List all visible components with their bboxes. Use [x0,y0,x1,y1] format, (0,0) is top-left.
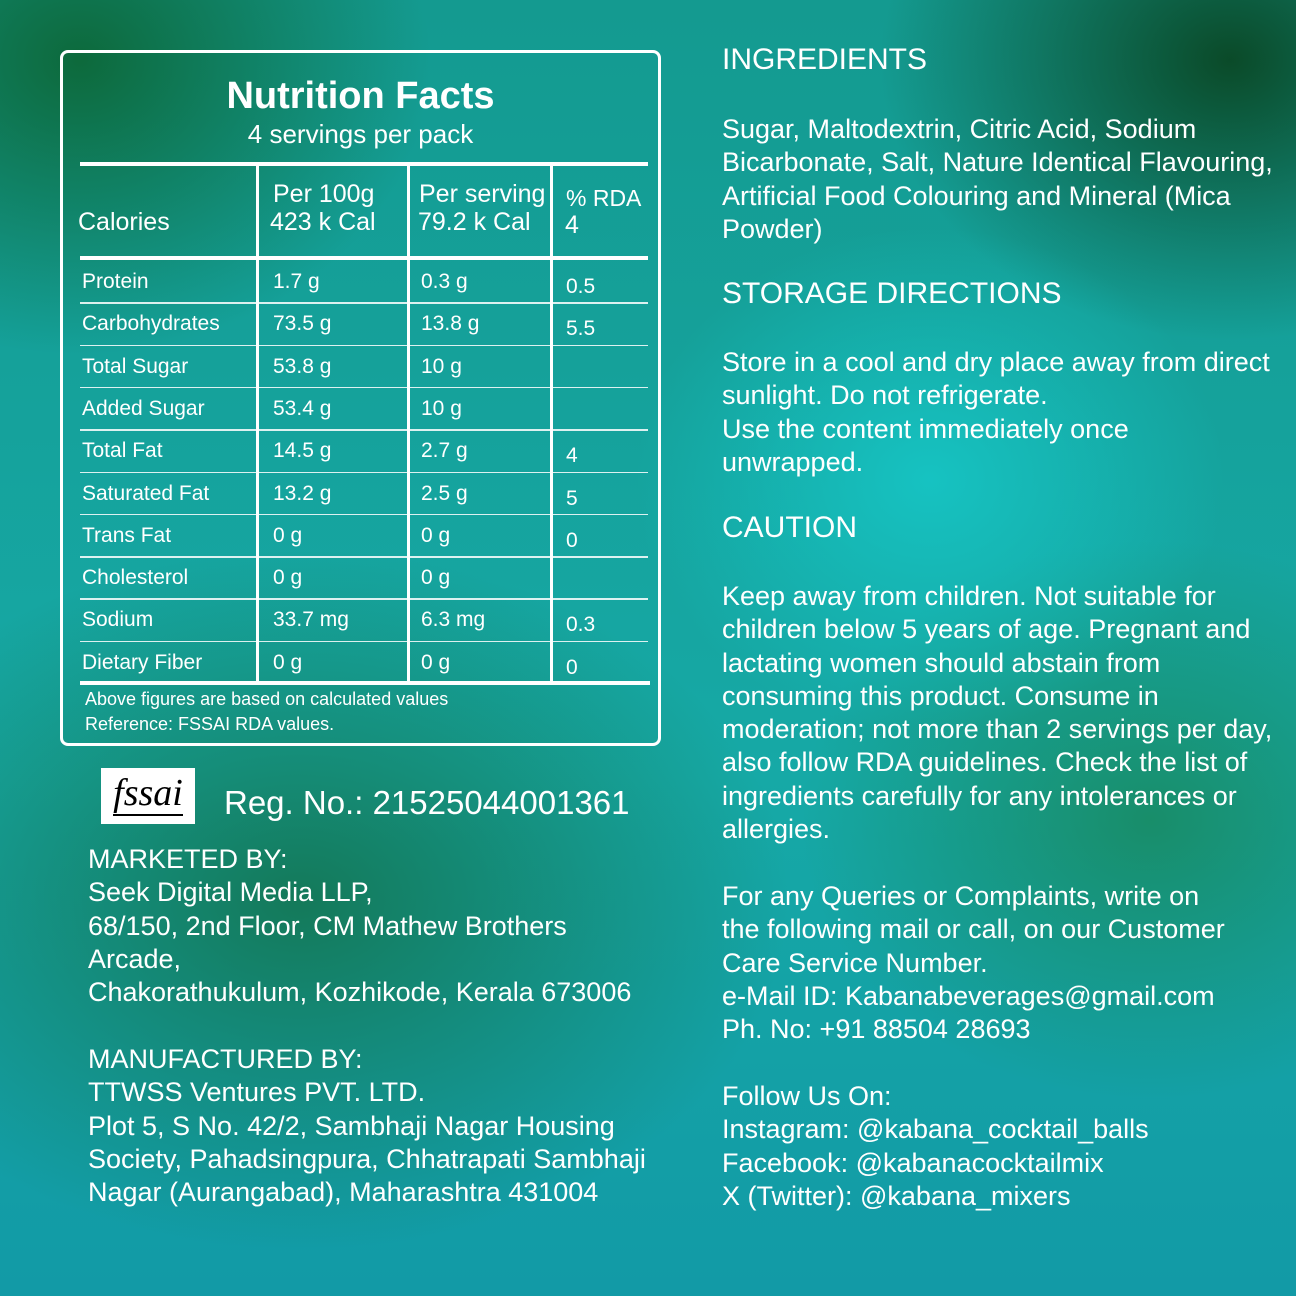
value-rda: 0.5 [566,275,596,298]
fssai-logo: fssai [101,768,195,824]
nutrient-name: Total Sugar [82,354,189,378]
divider [80,681,650,685]
address-line: Seek Digital Media LLP, [88,877,373,908]
row-divider [80,471,648,473]
address-line: Arcade, [88,943,182,974]
nutrient-name: Total Fat [82,439,163,463]
divider [80,256,648,260]
value-per100: 33.7 mg [273,608,349,632]
value-per-serving: 2.7 g [421,439,468,463]
contact-email[interactable]: e-Mail ID: Kabanabeverages@gmail.com [722,980,1215,1011]
nutrient-name: Added Sugar [82,396,205,420]
storage-text: Store in a cool and dry place away from … [722,346,1282,479]
divider [80,162,648,166]
servings-text: 4 servings per pack [247,119,474,149]
value-per-serving: 10 g [421,396,462,420]
value-per-serving: 10 g [421,354,462,378]
nutrient-name: Trans Fat [82,523,172,547]
value-per100: 73.5 g [273,312,332,336]
storage-heading: STORAGE DIRECTIONS [722,277,1062,310]
row-divider [80,429,648,431]
manufactured-heading: MANUFACTURED BY: [88,1044,363,1074]
twitter-handle[interactable]: X (Twitter): @kabana_mixers [722,1180,1071,1211]
nutrient-name: Protein [82,270,149,293]
facebook-handle[interactable]: Facebook: @kabanacocktailmix [722,1147,1104,1178]
note-calculated: Above figures are based on calculated va… [85,689,449,709]
instagram-handle[interactable]: Instagram: @kabana_cocktail_balls [722,1114,1149,1145]
marketed-by: MARKETED BY: Seek Digital Media LLP, 68/… [88,843,648,1009]
value-per100: 13.2 g [273,481,332,505]
value-per-serving: 0.3 g [421,270,468,293]
cal-rda: 4 [565,211,579,239]
value-per-serving: 6.3 mg [421,608,486,632]
col-rda: % RDA [566,185,642,211]
row-divider [80,513,648,516]
value-per100: 53.4 g [273,396,332,420]
nutrient-name: Dietary Fiber [82,650,203,674]
value-rda: 0 [566,655,578,679]
row-divider [80,598,648,600]
value-per100: 1.7 g [273,270,320,293]
social-links: Follow Us On: Instagram: @kabana_cocktai… [722,1080,1282,1213]
value-per100: 53.8 g [273,354,332,378]
caution-heading: CAUTION [722,511,857,544]
address-line: 68/150, 2nd Floor, CM Mathew Brothers [88,910,567,941]
value-per100: 14.5 g [273,439,332,463]
address-line: TTWSS Ventures PVT. LTD. [88,1077,426,1108]
value-per100: 0 g [273,566,303,590]
nutrient-name: Sodium [82,608,154,632]
value-per-serving: 0 g [421,523,451,547]
social-heading: Follow Us On: [722,1081,892,1111]
divider [256,165,259,683]
row-divider [80,344,648,347]
value-rda: 5.5 [566,317,596,341]
note-reference: Reference: FSSAI RDA values. [85,714,335,734]
value-per-serving: 0 g [421,566,451,590]
address-line: Society, Pahadsingpura, Chhatrapati Samb… [88,1143,646,1174]
cal-per100: 423 k Cal [270,208,376,236]
address-line: Nagar (Aurangabad), Maharashtra 431004 [88,1177,599,1208]
storage-line: Store in a cool and dry place away from … [722,347,1270,411]
fssai-reg-number: Reg. No.: 21525044001361 [224,784,630,821]
value-rda: 4 [566,444,578,468]
manufactured-by: MANUFACTURED BY: TTWSS Ventures PVT. LTD… [88,1043,668,1209]
caution-text: Keep away from children. Not suitable fo… [722,581,1273,845]
row-divider [80,556,648,558]
value-per-serving: 13.8 g [421,312,480,336]
value-rda: 5 [566,486,578,510]
divider [407,165,410,683]
storage-line: Use the content immediately once unwrapp… [722,413,1129,477]
cal-serving: 79.2 k Cal [418,208,531,236]
nutrition-title: Nutrition Facts [226,75,495,117]
marketed-heading: MARKETED BY: [88,844,288,874]
row-divider [80,386,648,389]
divider [550,165,553,683]
contact-phone[interactable]: Ph. No: +91 88504 28693 [722,1014,1031,1045]
col-serving: Per serving [419,180,546,208]
contact-info: For any Queries or Complaints, write on … [722,880,1242,1046]
nutrition-facts-panel: Nutrition Facts 4 servings per pack Calo… [60,50,661,746]
value-rda: 0 [566,528,578,552]
nutrient-name: Carbohydrates [82,312,220,336]
row-divider [80,640,648,643]
address-line: Chakorathukulum, Kozhikode, Kerala 67300… [88,977,632,1008]
calories-label: Calories [78,208,170,236]
value-per-serving: 0 g [421,650,451,674]
row-divider [80,302,648,304]
nutrient-name: Saturated Fat [82,481,210,505]
value-rda: 0.3 [566,613,596,637]
value-per-serving: 2.5 g [421,481,468,505]
address-line: Plot 5, S No. 42/2, Sambhaji Nagar Housi… [88,1110,615,1141]
ingredients-heading: INGREDIENTS [722,43,928,76]
value-per100: 0 g [273,523,303,547]
value-per100: 0 g [273,650,303,674]
nutrient-name: Cholesterol [82,566,189,590]
ingredients-text: Sugar, Maltodextrin, Citric Acid, Sodium… [722,114,1273,244]
col-per100: Per 100g [273,180,375,208]
contact-text: For any Queries or Complaints, write on … [722,881,1225,978]
